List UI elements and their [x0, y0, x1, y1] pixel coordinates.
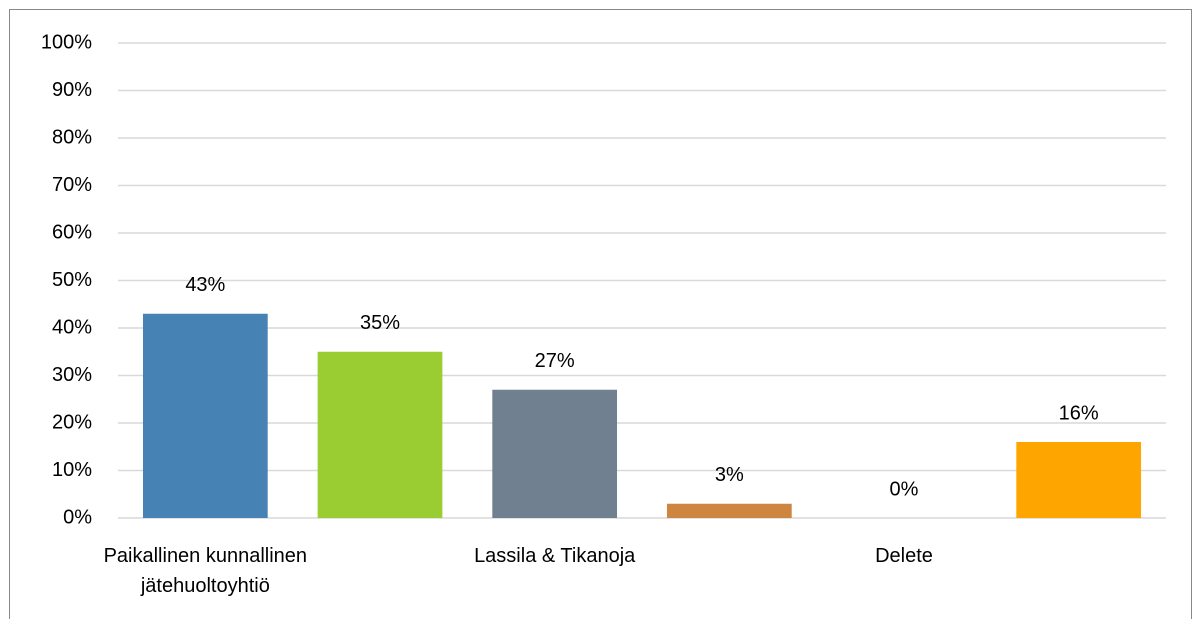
bar	[666, 503, 792, 518]
bar	[317, 351, 443, 518]
data-label: 0%	[890, 478, 919, 500]
y-tick-label: 30%	[52, 364, 92, 386]
x-tick-label: Lassila & Tikanoja	[474, 545, 636, 567]
x-tick-label: Paikallinen kunnallinen jätehuoltoyhtiö	[104, 545, 307, 597]
y-tick-label: 50%	[52, 269, 92, 291]
y-tick-label: 10%	[52, 459, 92, 481]
y-tick-label: 0%	[63, 506, 92, 528]
bar	[1016, 442, 1142, 518]
data-label: 16%	[1059, 402, 1099, 424]
y-tick-label: 20%	[52, 411, 92, 433]
y-tick-label: 80%	[52, 126, 92, 148]
y-tick-label: 60%	[52, 221, 92, 243]
y-tick-label: 70%	[52, 174, 92, 196]
y-tick-label: 40%	[52, 316, 92, 338]
data-label: 43%	[185, 274, 225, 296]
data-label: 27%	[535, 350, 575, 372]
data-label: 3%	[715, 464, 744, 486]
y-tick-label: 90%	[52, 79, 92, 101]
bar	[492, 389, 618, 518]
data-label: 35%	[360, 312, 400, 334]
y-tick-label: 100%	[41, 31, 92, 53]
x-tick-label: Delete	[875, 545, 933, 567]
bar	[142, 313, 268, 518]
